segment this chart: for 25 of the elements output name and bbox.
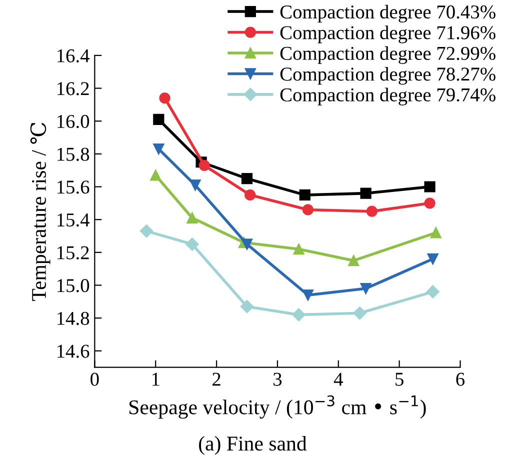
y-tick-label: 15.4 bbox=[58, 213, 90, 227]
x-axis-title: Seepage velocity / (10$^{−3}$ cm • s$^{−1}$) bbox=[129, 395, 426, 419]
legend-label: Compaction degree 79.74% bbox=[280, 88, 496, 106]
y-tick-label: 14.6 bbox=[58, 344, 90, 358]
y-tick-label: 16.0 bbox=[58, 114, 90, 128]
x-tick-label: 6 bbox=[456, 372, 465, 386]
x-tick-label: 2 bbox=[212, 372, 220, 386]
y-tick-label: 16.4 bbox=[58, 49, 90, 62]
x-tick-label: 5 bbox=[396, 372, 404, 386]
y-tick-label: 15.6 bbox=[58, 180, 90, 194]
legend-label: Compaction degree 71.96% bbox=[280, 26, 496, 44]
y-tick-label: 16.2 bbox=[58, 82, 89, 96]
y-axis-title: Temperature rise / ℃ bbox=[30, 122, 50, 301]
text: (a) Fine sand bbox=[199, 436, 307, 455]
x-tick-label: 4 bbox=[334, 372, 343, 386]
x-tick-label: 1 bbox=[152, 372, 160, 386]
legend-label: Compaction degree 72.99% bbox=[280, 46, 496, 64]
y-tick-label: 15.0 bbox=[58, 279, 90, 292]
legend-label: Compaction degree 78.27% bbox=[280, 67, 496, 85]
legend-label: Compaction degree 70.43% bbox=[280, 4, 496, 23]
x-tick-label: 3 bbox=[274, 372, 282, 386]
y-tick-label: 15.8 bbox=[58, 148, 90, 161]
y-tick-label: 14.8 bbox=[58, 312, 90, 326]
y-tick-label: 15.2 bbox=[58, 246, 89, 260]
x-tick-label: 0 bbox=[90, 372, 99, 386]
